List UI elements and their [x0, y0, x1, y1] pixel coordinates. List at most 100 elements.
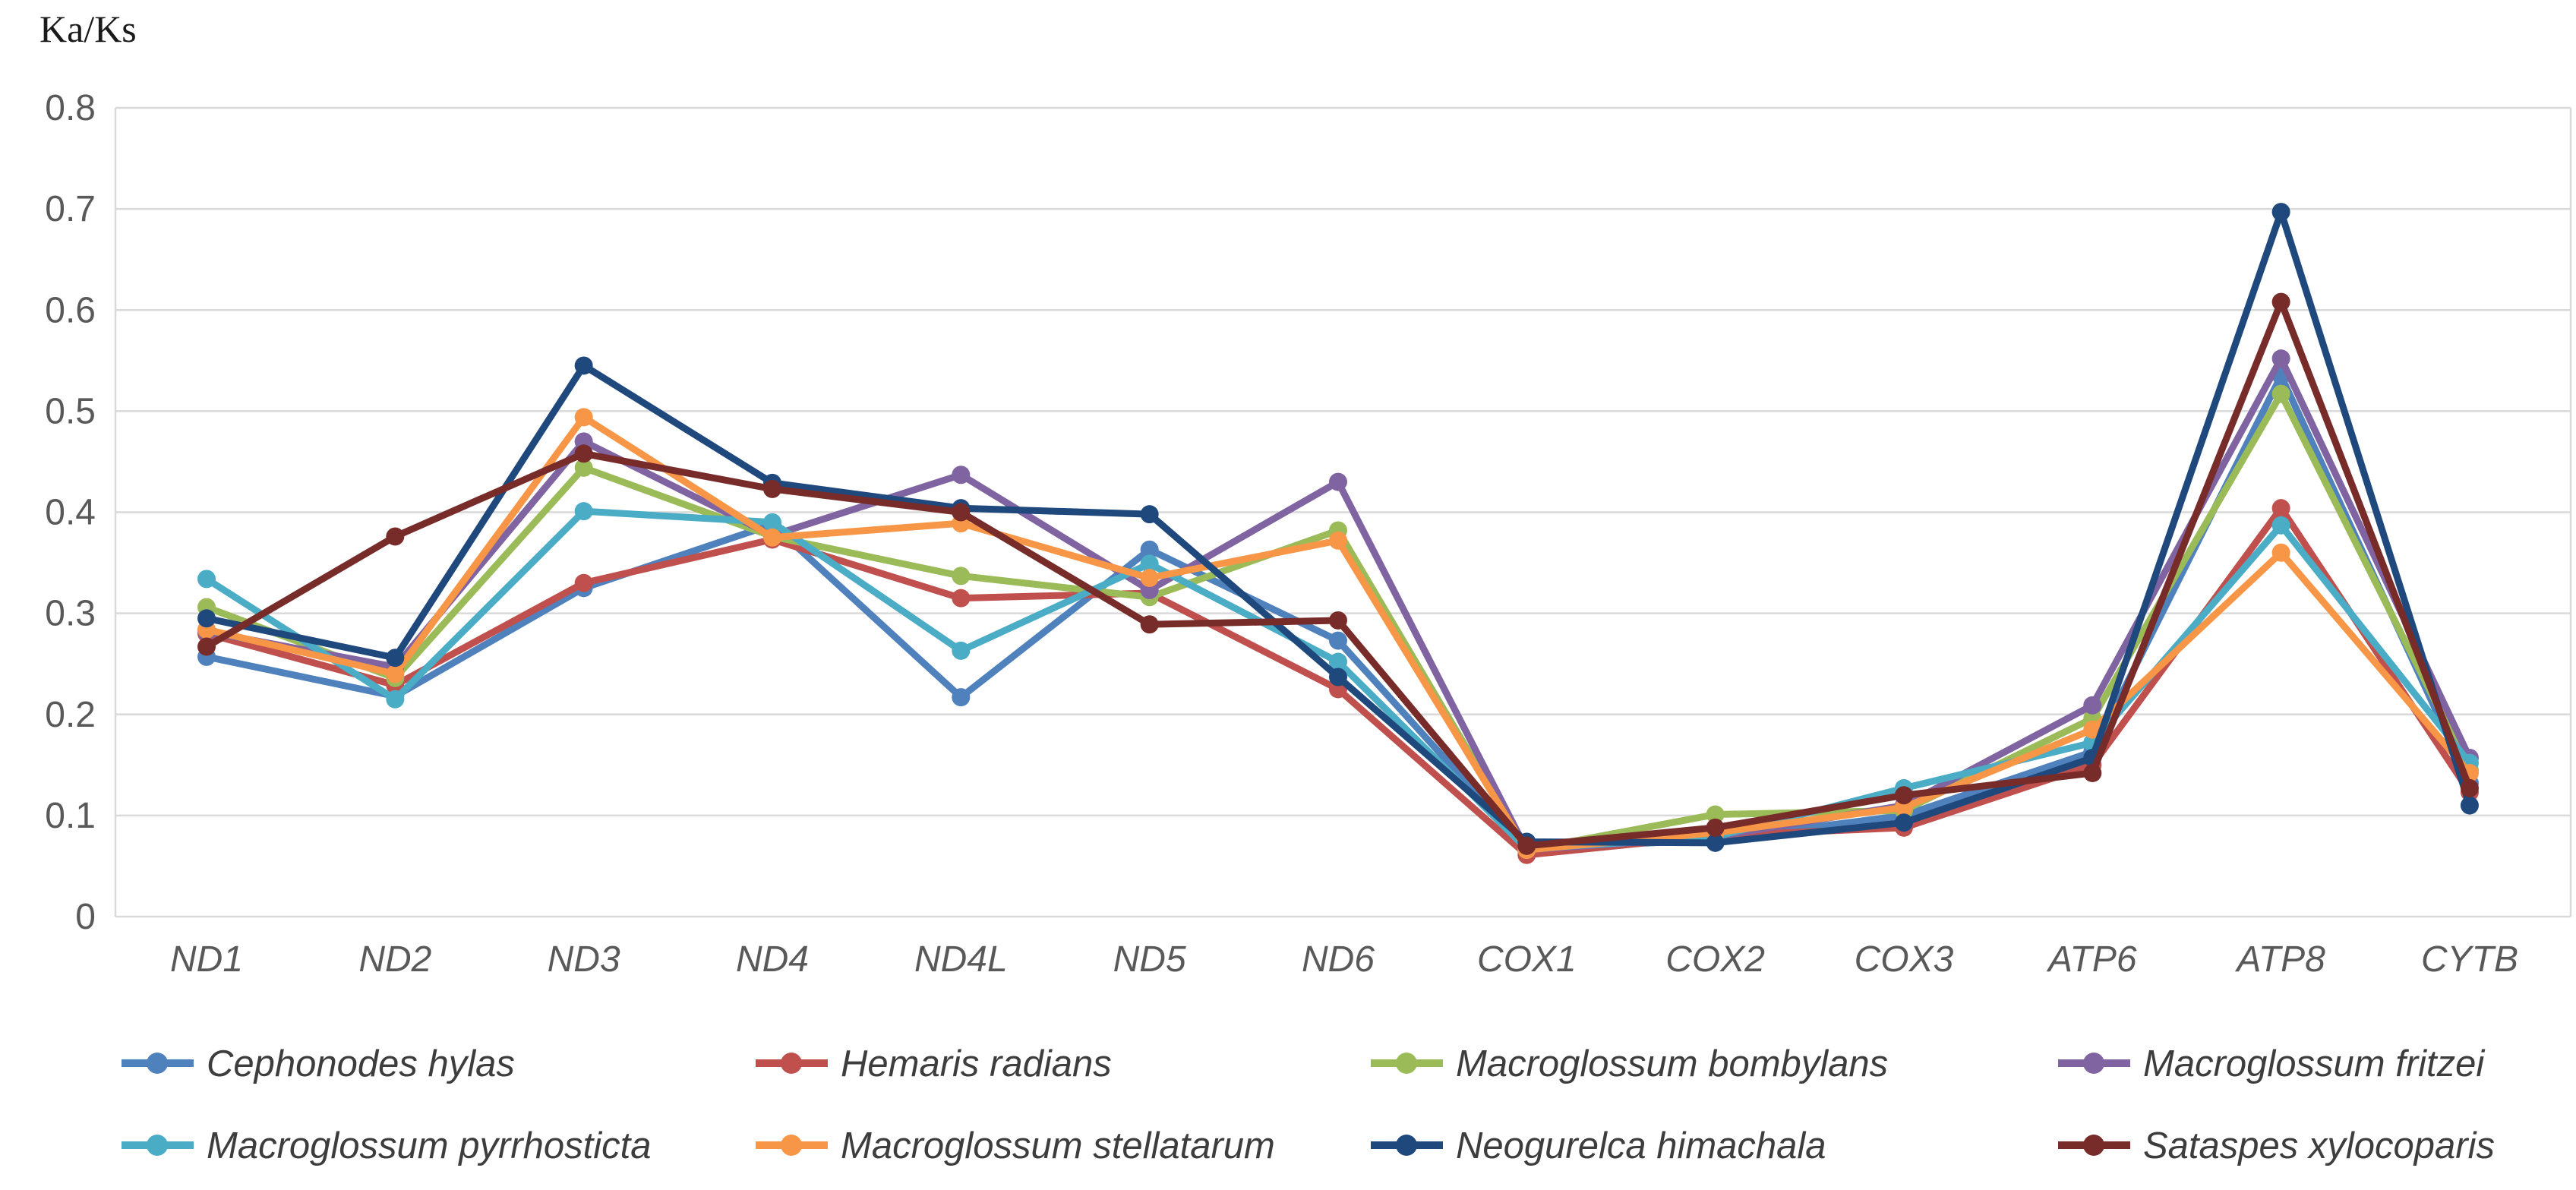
- marker-macroglossum-stellatarum-ND5: [1140, 569, 1159, 588]
- marker-macroglossum-stellatarum-ND4: [762, 528, 781, 547]
- series-layer: [197, 203, 2479, 864]
- marker-cephonodes-hylas-ND4L: [952, 688, 971, 707]
- legend: Cephonodes hylas Hemaris radians Macroglos…: [122, 1043, 2495, 1166]
- marker-neogurelca-himachala-ND5: [1140, 505, 1159, 524]
- y-tick-label-0: 0: [75, 897, 96, 937]
- marker-macroglossum-stellatarum-ND6: [1328, 531, 1347, 550]
- legend-item-cephonodes-hylas: Cephonodes hylas: [122, 1043, 515, 1084]
- legend-item-sataspes-xylocoparis: Sataspes xylocoparis: [2058, 1125, 2495, 1166]
- marker-macroglossum-bombylans-COX2: [1706, 805, 1725, 824]
- y-tick-label-0.6: 0.6: [45, 290, 96, 330]
- marker-cephonodes-hylas-ND6: [1328, 631, 1347, 650]
- marker-macroglossum-pyrrhosticta-ND3: [574, 502, 593, 521]
- legend-label-cephonodes-hylas: Cephonodes hylas: [207, 1043, 515, 1084]
- y-tick-label-0.3: 0.3: [45, 594, 96, 634]
- marker-macroglossum-fritzei-ATP8: [2271, 349, 2290, 368]
- legend-marker-dot-neogurelca-himachala: [1396, 1135, 1417, 1156]
- y-tick-label-0.8: 0.8: [45, 88, 96, 128]
- legend-marker-dot-macroglossum-bombylans: [1396, 1053, 1417, 1074]
- marker-sataspes-xylocoparis-ND1: [197, 637, 216, 656]
- marker-macroglossum-pyrrhosticta-ND5: [1140, 554, 1159, 573]
- x-axis-label-ND4: ND4: [736, 939, 809, 980]
- marker-macroglossum-stellatarum-ATP8: [2271, 543, 2290, 562]
- legend-item-macroglossum-fritzei: Macroglossum fritzei: [2058, 1043, 2485, 1084]
- marker-macroglossum-fritzei-ND4L: [952, 466, 971, 485]
- marker-sataspes-xylocoparis-ATP8: [2271, 292, 2290, 311]
- legend-item-macroglossum-bombylans: Macroglossum bombylans: [1371, 1043, 1888, 1084]
- marker-sataspes-xylocoparis-CYTB: [2460, 778, 2479, 797]
- marker-hemaris-radians-ATP8: [2271, 499, 2290, 518]
- marker-macroglossum-stellatarum-ND3: [574, 408, 593, 427]
- legend-label-neogurelca-himachala: Neogurelca himachala: [1456, 1125, 1826, 1166]
- legend-item-macroglossum-pyrrhosticta: Macroglossum pyrrhosticta: [122, 1125, 651, 1166]
- marker-sataspes-xylocoparis-ND2: [386, 527, 405, 546]
- grid-layer: [114, 106, 2572, 918]
- legend-marker-dot-cephonodes-hylas: [147, 1053, 168, 1074]
- marker-sataspes-xylocoparis-ND5: [1140, 615, 1159, 634]
- x-axis-label-ND1: ND1: [170, 939, 243, 980]
- y-tick-label-0.1: 0.1: [45, 796, 96, 836]
- legend-label-macroglossum-stellatarum: Macroglossum stellatarum: [841, 1125, 1275, 1166]
- y-axis-title: Ka/Ks: [39, 8, 137, 50]
- legend-marker-dot-macroglossum-stellatarum: [781, 1135, 802, 1156]
- legend-item-neogurelca-himachala: Neogurelca himachala: [1371, 1125, 1826, 1166]
- marker-sataspes-xylocoparis-ATP6: [2083, 763, 2102, 782]
- legend-label-sataspes-xylocoparis: Sataspes xylocoparis: [2143, 1125, 2495, 1166]
- marker-neogurelca-himachala-ND6: [1328, 668, 1347, 687]
- marker-macroglossum-pyrrhosticta-ND4L: [952, 641, 971, 660]
- marker-sataspes-xylocoparis-COX1: [1517, 836, 1536, 855]
- marker-macroglossum-pyrrhosticta-ND1: [197, 570, 216, 589]
- legend-item-macroglossum-stellatarum: Macroglossum stellatarum: [756, 1125, 1275, 1166]
- marker-macroglossum-pyrrhosticta-ND6: [1328, 652, 1347, 671]
- x-axis-label-ATP8: ATP8: [2234, 939, 2325, 980]
- x-axis-label-ND5: ND5: [1113, 939, 1186, 980]
- legend-label-hemaris-radians: Hemaris radians: [841, 1043, 1112, 1084]
- marker-macroglossum-fritzei-ATP6: [2083, 696, 2102, 715]
- marker-sataspes-xylocoparis-COX2: [1706, 818, 1725, 837]
- legend-marker-dot-sataspes-xylocoparis: [2083, 1135, 2104, 1156]
- x-axis-label-ATP6: ATP6: [2046, 939, 2137, 980]
- marker-neogurelca-himachala-ND3: [574, 356, 593, 375]
- marker-sataspes-xylocoparis-COX3: [1894, 786, 1913, 805]
- marker-neogurelca-himachala-ND2: [386, 649, 405, 668]
- x-axis-label-ND2: ND2: [358, 939, 431, 980]
- marker-hemaris-radians-ND3: [574, 573, 593, 592]
- marker-neogurelca-himachala-ND1: [197, 609, 216, 628]
- marker-macroglossum-bombylans-ND3: [574, 458, 593, 477]
- marker-neogurelca-himachala-ATP8: [2271, 203, 2290, 222]
- legend-marker-dot-hemaris-radians: [781, 1053, 802, 1074]
- marker-macroglossum-pyrrhosticta-ATP8: [2271, 516, 2290, 535]
- marker-macroglossum-pyrrhosticta-ND4: [762, 513, 781, 532]
- y-tick-label-0.2: 0.2: [45, 695, 96, 735]
- marker-sataspes-xylocoparis-ND3: [574, 444, 593, 463]
- legend-label-macroglossum-pyrrhosticta: Macroglossum pyrrhosticta: [207, 1125, 651, 1166]
- marker-macroglossum-fritzei-ND6: [1328, 472, 1347, 491]
- marker-neogurelca-himachala-COX3: [1894, 813, 1913, 832]
- x-axis-label-COX2: COX2: [1665, 939, 1765, 980]
- marker-hemaris-radians-ND4L: [952, 589, 971, 608]
- y-tick-label-0.4: 0.4: [45, 493, 96, 533]
- marker-sataspes-xylocoparis-ND4: [762, 479, 781, 498]
- marker-macroglossum-bombylans-ATP8: [2271, 384, 2290, 403]
- legend-label-macroglossum-bombylans: Macroglossum bombylans: [1456, 1043, 1888, 1084]
- x-axis-label-ND6: ND6: [1302, 939, 1375, 980]
- x-axis-label-ND3: ND3: [548, 939, 620, 980]
- marker-cephonodes-hylas-ND5: [1140, 540, 1159, 559]
- y-tick-label-0.5: 0.5: [45, 391, 96, 431]
- marker-sataspes-xylocoparis-ND6: [1328, 611, 1347, 630]
- marker-macroglossum-bombylans-ND4L: [952, 567, 971, 586]
- marker-neogurelca-himachala-COX2: [1706, 833, 1725, 852]
- marker-sataspes-xylocoparis-ND4L: [952, 503, 971, 522]
- x-axis-label-CYTB: CYTB: [2421, 939, 2518, 980]
- x-axis-label-COX1: COX1: [1477, 939, 1577, 980]
- y-tick-label-0.7: 0.7: [45, 189, 96, 229]
- legend-item-hemaris-radians: Hemaris radians: [756, 1043, 1112, 1084]
- series-line-sataspes-xylocoparis: [203, 298, 2473, 850]
- marker-macroglossum-pyrrhosticta-ND2: [386, 690, 405, 709]
- x-axis-label-COX3: COX3: [1855, 939, 1954, 980]
- marker-neogurelca-himachala-CYTB: [2460, 796, 2479, 815]
- axis-label-layer: 0 0.1 0.2 0.3 0.4 0.5 0.6 0.7 0.8 ND1 ND2 ND3 ND4 ND4…: [45, 88, 2518, 980]
- marker-macroglossum-stellatarum-ND2: [386, 664, 405, 683]
